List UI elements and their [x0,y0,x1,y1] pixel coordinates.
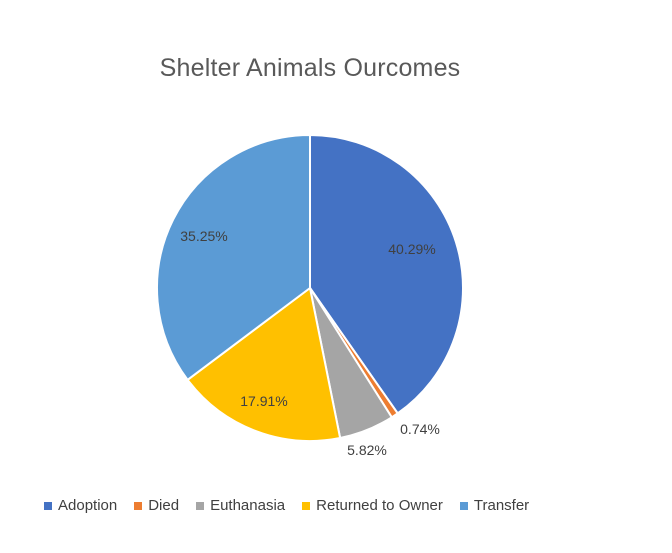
chart-title: Shelter Animals Ourcomes [159,54,461,82]
legend-label: Died [148,497,180,514]
legend-swatch [44,501,52,510]
pie-slice-returned-to-owner [186,287,342,442]
legend-item-returned-to-owner: Returned to Owner [302,497,443,514]
legend-swatch [459,501,468,510]
legend: Adoption Died Euthanasia Returned to Owner T… [44,497,546,514]
legend-label: Euthanasia [210,497,286,514]
data-label-transfer: 35.25% [180,228,227,244]
legend-label: Transfer [473,497,530,514]
data-label-returned-to-owner: 17.91% [240,393,287,409]
legend-swatch [196,501,205,510]
legend-label: Returned to Owner [316,497,443,514]
legend-item-euthanasia: Euthanasia [196,497,285,514]
pie-slice-adoption [309,134,464,415]
legend-item-died: Died [134,497,179,514]
data-label-adoption: 40.29% [388,241,435,257]
legend-label: Adoption [58,497,118,514]
pie-slice-transfer [156,134,311,381]
legend-swatch [134,501,143,510]
legend-item-transfer: Transfer [459,497,530,514]
data-label-died: 0.74% [400,421,440,437]
data-label-euthanasia: 5.82% [347,442,387,458]
legend-swatch [302,501,311,510]
legend-item-adoption: Adoption [44,497,117,514]
